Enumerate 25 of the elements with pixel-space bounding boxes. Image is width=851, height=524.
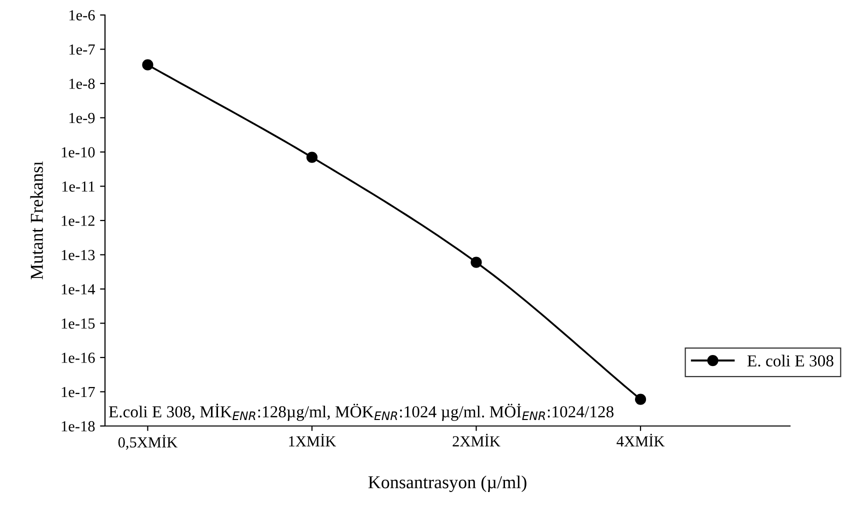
y-tick-label: 1e-6 [69,10,95,20]
x-tick-label: 2XMİK [452,434,500,446]
point [634,394,646,405]
annotation: E.coli E 308, MİK$_{ENR}$:128µg/ml, MÖK$_{ENR}$:1024 µg/ml. MÖİ$_{ENR}$:1024/128 [108,404,614,421]
y-tick-label: 1e-18 [62,421,95,432]
y-axis-title: Mutant Frekansı [30,161,43,280]
y-tick-label: 1e-14 [62,284,96,294]
y-tick-label: 1e-10 [62,147,95,158]
point [142,59,154,70]
x-tick-label: 1XMİK [289,434,336,446]
y-tick-label: 1e-17 [62,386,95,398]
y-tick-label: 1e-12 [62,216,94,226]
point [306,152,318,163]
x-axis-title: Konsantrasyon (µ/ml) [368,476,526,492]
y-tick-label: 1e-15 [62,318,95,329]
y-tick-label: 1e-16 [62,352,95,363]
y-tick-label: 1e-9 [69,112,95,124]
y-tick-label: 1e-8 [69,78,95,89]
y-tick-label: 1e-7 [69,44,95,55]
y-tick-label: 1e-13 [62,250,95,260]
legend-label: E. coli E 308 [747,354,834,367]
point [470,256,482,268]
x-tick-label: 0,5XMİK [118,434,178,450]
y-tick-label: 1e-11 [62,181,94,192]
x-tick-label: 4XMİK [616,434,665,446]
